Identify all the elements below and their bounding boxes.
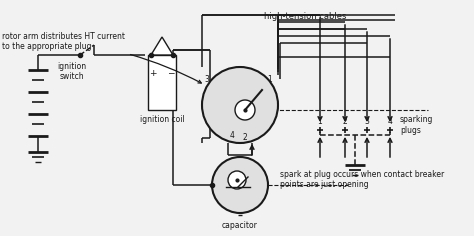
Text: rotor arm distributes HT current
to the appropriate plug: rotor arm distributes HT current to the … — [2, 32, 201, 83]
Text: 1: 1 — [268, 75, 273, 84]
Text: 2: 2 — [243, 134, 247, 143]
Text: 2: 2 — [343, 118, 347, 126]
Text: ignition coil: ignition coil — [140, 115, 184, 124]
Polygon shape — [151, 37, 173, 55]
Text: 3: 3 — [205, 75, 210, 84]
Circle shape — [212, 157, 268, 213]
Circle shape — [235, 100, 255, 120]
Text: high-tension cables: high-tension cables — [264, 12, 346, 21]
Circle shape — [202, 67, 278, 143]
Text: ignition
switch: ignition switch — [57, 62, 87, 81]
Text: +: + — [149, 68, 157, 77]
Bar — [148, 55, 176, 110]
Text: capacitor: capacitor — [222, 221, 258, 230]
Text: 4: 4 — [388, 118, 392, 126]
Circle shape — [228, 171, 246, 189]
Text: spark at plug occurs when contact breaker
points are just opening: spark at plug occurs when contact breake… — [280, 170, 444, 190]
Text: sparking
plugs: sparking plugs — [400, 115, 433, 135]
Text: 3: 3 — [365, 118, 369, 126]
Text: 1: 1 — [318, 118, 322, 126]
Text: 4: 4 — [229, 131, 235, 139]
Text: −: − — [167, 68, 175, 77]
